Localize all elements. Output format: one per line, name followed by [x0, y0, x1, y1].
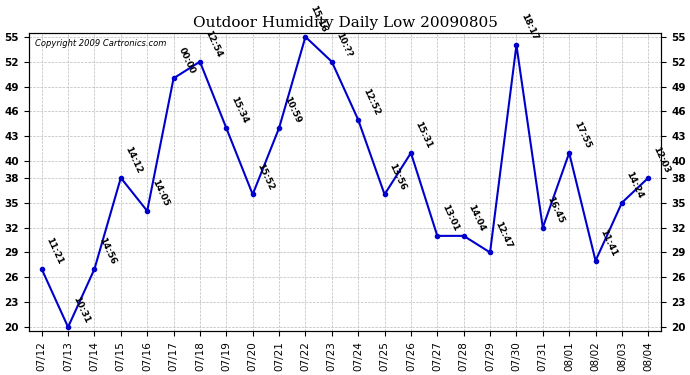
- Text: 13:56: 13:56: [387, 162, 408, 192]
- Text: 11:21: 11:21: [44, 237, 65, 266]
- Text: 14:24: 14:24: [624, 170, 645, 200]
- Text: 12:54: 12:54: [203, 29, 223, 59]
- Text: 14:56: 14:56: [97, 236, 117, 266]
- Text: 15:52: 15:52: [255, 162, 276, 192]
- Text: 00:00: 00:00: [177, 46, 197, 75]
- Title: Outdoor Humidity Daily Low 20090805: Outdoor Humidity Daily Low 20090805: [193, 16, 497, 30]
- Text: 14:12: 14:12: [124, 145, 144, 175]
- Text: 10:??: 10:??: [335, 31, 354, 59]
- Text: 15:34: 15:34: [229, 95, 249, 125]
- Text: 12:47: 12:47: [493, 220, 513, 250]
- Text: 17:55: 17:55: [572, 120, 592, 150]
- Text: 14:04: 14:04: [466, 203, 486, 233]
- Text: 11:41: 11:41: [598, 228, 619, 258]
- Text: 12:52: 12:52: [361, 87, 381, 117]
- Text: Copyright 2009 Cartronics.com: Copyright 2009 Cartronics.com: [34, 39, 166, 48]
- Text: 10:59: 10:59: [282, 96, 302, 125]
- Text: 12:03: 12:03: [651, 146, 671, 175]
- Text: 15:31: 15:31: [414, 120, 434, 150]
- Text: 13:01: 13:01: [440, 204, 460, 233]
- Text: 16:45: 16:45: [546, 195, 566, 225]
- Text: 18:17: 18:17: [519, 12, 540, 42]
- Text: 14:05: 14:05: [150, 178, 170, 208]
- Text: 15:16: 15:16: [308, 4, 328, 34]
- Text: 10:31: 10:31: [71, 295, 91, 324]
